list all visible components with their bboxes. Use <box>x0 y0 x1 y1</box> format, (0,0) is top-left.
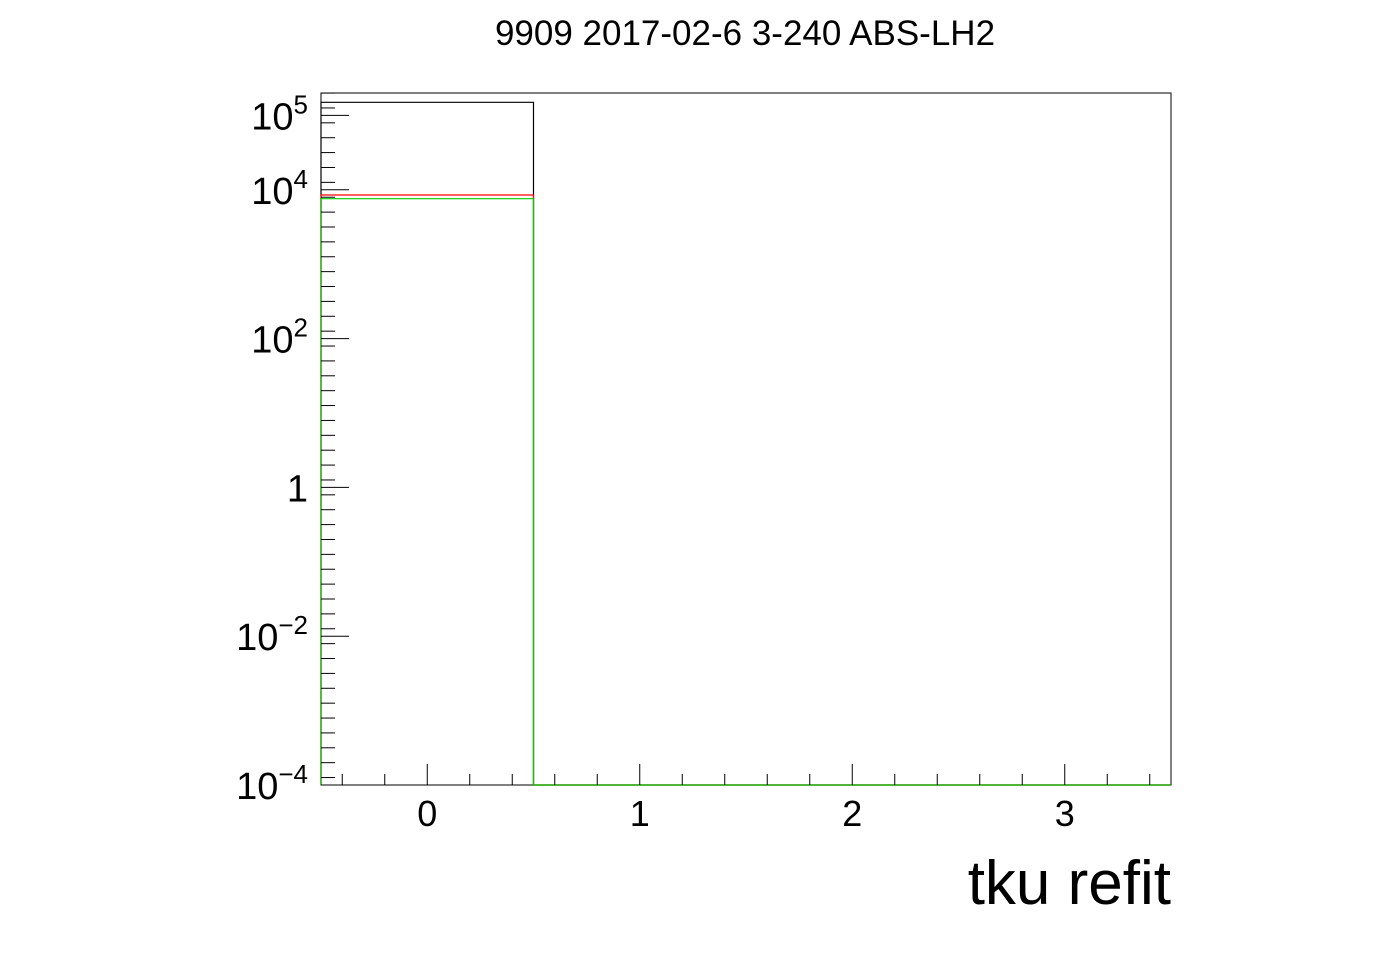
y-tick-label: 10−2 <box>236 610 308 659</box>
x-tick-label: 3 <box>1055 793 1075 834</box>
y-tick-label: 1 <box>287 468 308 510</box>
y-tick-label: 102 <box>251 313 308 362</box>
histogram-series-3 <box>320 198 1171 786</box>
histogram-series-2 <box>320 194 1171 786</box>
y-tick-label: 10−4 <box>236 759 308 808</box>
histogram-series-1 <box>320 101 1171 786</box>
x-tick-label: 0 <box>417 793 437 834</box>
x-axis-label: tku refit <box>968 849 1171 918</box>
chart-title: 9909 2017-02-6 3-240 ABS-LH2 <box>495 14 995 53</box>
axes: 0 1 2 3 105 104 102 1 10−2 10−4 <box>236 89 1151 834</box>
x-tick-label: 1 <box>630 793 650 834</box>
y-tick-label: 105 <box>251 89 308 138</box>
x-tick-label: 2 <box>842 793 862 834</box>
y-tick-label: 104 <box>251 164 308 213</box>
histogram-series <box>320 101 1171 786</box>
plot-frame <box>320 92 1172 786</box>
